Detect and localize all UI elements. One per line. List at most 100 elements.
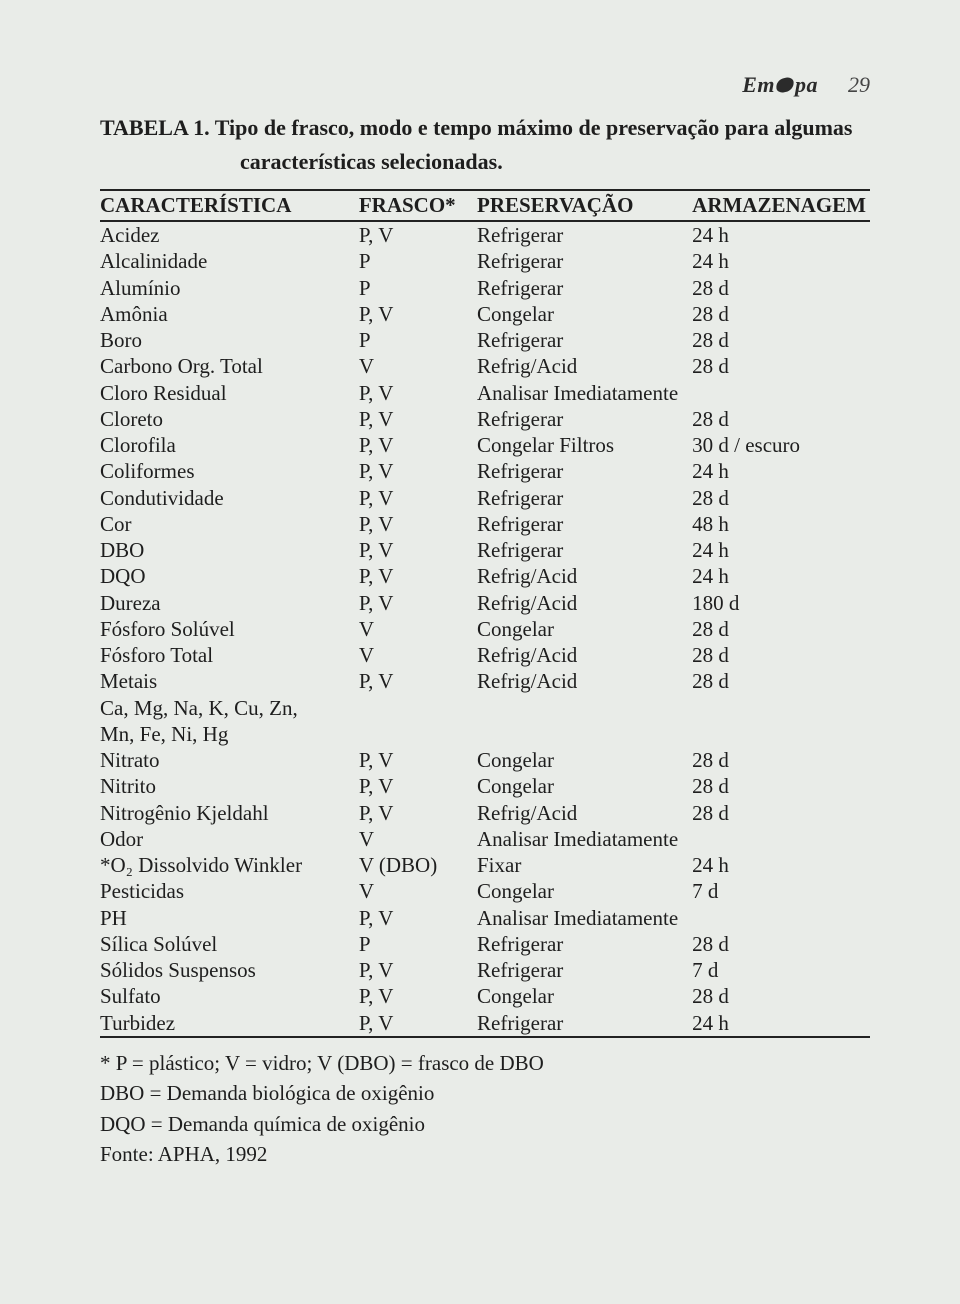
- table-cell: 30 d / escuro: [692, 432, 870, 458]
- table-cell: Refrigerar: [477, 275, 692, 301]
- table-cell: P, V: [359, 458, 477, 484]
- table-row: Ca, Mg, Na, K, Cu, Zn,: [100, 695, 870, 721]
- table-cell: Refrigerar: [477, 406, 692, 432]
- table-cell: [359, 695, 477, 721]
- brand-suffix: pa: [795, 72, 818, 98]
- table-cell: 7 d: [692, 957, 870, 983]
- table-cell: 28 d: [692, 747, 870, 773]
- table-cell: Refrig/Acid: [477, 563, 692, 589]
- table-cell: PH: [100, 905, 359, 931]
- footnote-legend: * P = plástico; V = vidro; V (DBO) = fra…: [100, 1048, 870, 1078]
- table-cell: 28 d: [692, 301, 870, 327]
- table-row: AmôniaP, VCongelar28 d: [100, 301, 870, 327]
- col-caracteristica: CARACTERÍSTICA: [100, 190, 359, 221]
- table-cell: Refrig/Acid: [477, 353, 692, 379]
- table-cell: Fósforo Solúvel: [100, 616, 359, 642]
- footnote-dqo: DQO = Demanda química de oxigênio: [100, 1109, 870, 1139]
- table-cell: Refrig/Acid: [477, 668, 692, 694]
- table-row: TurbidezP, VRefrigerar24 h: [100, 1010, 870, 1037]
- table-row: CondutividadeP, VRefrigerar28 d: [100, 485, 870, 511]
- table-cell: Cor: [100, 511, 359, 537]
- col-frasco: FRASCO*: [359, 190, 477, 221]
- table-cell: Cloreto: [100, 406, 359, 432]
- table-cell: Dureza: [100, 590, 359, 616]
- table-cell: Refrig/Acid: [477, 642, 692, 668]
- table-cell: P, V: [359, 221, 477, 248]
- table-row: NitratoP, VCongelar28 d: [100, 747, 870, 773]
- table-cell: Fósforo Total: [100, 642, 359, 668]
- table-cell: Carbono Org. Total: [100, 353, 359, 379]
- table-cell: 28 d: [692, 983, 870, 1009]
- table-cell: Refrigerar: [477, 327, 692, 353]
- table-row: Nitrogênio KjeldahlP, VRefrig/Acid28 d: [100, 800, 870, 826]
- table-cell: Nitrato: [100, 747, 359, 773]
- table-cell: Refrig/Acid: [477, 800, 692, 826]
- table-cell: Congelar: [477, 747, 692, 773]
- table-body: AcidezP, VRefrigerar24 hAlcalinidadePRef…: [100, 221, 870, 1037]
- table-cell: 28 d: [692, 931, 870, 957]
- table-cell: 28 d: [692, 353, 870, 379]
- table-cell: Congelar Filtros: [477, 432, 692, 458]
- col-preservacao: PRESERVAÇÃO: [477, 190, 692, 221]
- table-cell: Coliformes: [100, 458, 359, 484]
- table-cell: P: [359, 275, 477, 301]
- table-cell: P, V: [359, 301, 477, 327]
- page-number: 29: [848, 72, 870, 98]
- table-row: Mn, Fe, Ni, Hg: [100, 721, 870, 747]
- table-cell: 24 h: [692, 563, 870, 589]
- table-cell: Ca, Mg, Na, K, Cu, Zn,: [100, 695, 359, 721]
- table-cell: P, V: [359, 590, 477, 616]
- table-row: Cloro ResidualP, VAnalisar Imediatamente: [100, 380, 870, 406]
- table-cell: Refrigerar: [477, 537, 692, 563]
- table-cell: Congelar: [477, 983, 692, 1009]
- caption-line-1: TABELA 1. Tipo de frasco, modo e tempo m…: [100, 115, 870, 141]
- table-cell: 28 d: [692, 800, 870, 826]
- table-cell: P, V: [359, 432, 477, 458]
- footnote-dbo: DBO = Demanda biológica de oxigênio: [100, 1078, 870, 1108]
- table-cell: Metais: [100, 668, 359, 694]
- table-row: ColiformesP, VRefrigerar24 h: [100, 458, 870, 484]
- table-row: SulfatoP, VCongelar28 d: [100, 983, 870, 1009]
- table-cell: Refrigerar: [477, 511, 692, 537]
- table-row: OdorVAnalisar Imediatamente: [100, 826, 870, 852]
- table-cell: P, V: [359, 800, 477, 826]
- table-cell: 24 h: [692, 1010, 870, 1037]
- col-armazenagem: ARMAZENAGEM: [692, 190, 870, 221]
- table-cell: Amônia: [100, 301, 359, 327]
- table-cell: V: [359, 642, 477, 668]
- table-cell: DBO: [100, 537, 359, 563]
- preservation-table: CARACTERÍSTICA FRASCO* PRESERVAÇÃO ARMAZ…: [100, 189, 870, 1038]
- table-cell: Acidez: [100, 221, 359, 248]
- table-cell: 48 h: [692, 511, 870, 537]
- table-cell: Refrigerar: [477, 248, 692, 274]
- table-row: Fósforo SolúvelVCongelar28 d: [100, 616, 870, 642]
- table-cell: Analisar Imediatamente: [477, 380, 692, 406]
- table-cell: 24 h: [692, 221, 870, 248]
- footnotes: * P = plástico; V = vidro; V (DBO) = fra…: [100, 1048, 870, 1170]
- table-cell: Analisar Imediatamente: [477, 905, 692, 931]
- table-cell: 7 d: [692, 878, 870, 904]
- table-cell: P, V: [359, 537, 477, 563]
- table-caption: TABELA 1. Tipo de frasco, modo e tempo m…: [100, 115, 870, 175]
- table-cell: Fixar: [477, 852, 692, 878]
- table-cell: Sílica Solúvel: [100, 931, 359, 957]
- table-cell: Boro: [100, 327, 359, 353]
- table-cell: [477, 695, 692, 721]
- table-row: BoroPRefrigerar28 d: [100, 327, 870, 353]
- table-cell: Congelar: [477, 773, 692, 799]
- table-cell: P, V: [359, 380, 477, 406]
- page-header: Em pa 29: [742, 72, 870, 98]
- page: Em pa 29 TABELA 1. Tipo de frasco, modo …: [0, 0, 960, 1304]
- table-cell: 24 h: [692, 248, 870, 274]
- table-cell: Refrigerar: [477, 1010, 692, 1037]
- table-cell: DQO: [100, 563, 359, 589]
- table-cell: Analisar Imediatamente: [477, 826, 692, 852]
- table-cell: Cloro Residual: [100, 380, 359, 406]
- table-row: DBOP, VRefrigerar24 h: [100, 537, 870, 563]
- table-cell: 180 d: [692, 590, 870, 616]
- table-cell: P, V: [359, 485, 477, 511]
- table-row: Fósforo TotalVRefrig/Acid28 d: [100, 642, 870, 668]
- table-cell: Congelar: [477, 301, 692, 327]
- table-row: PesticidasVCongelar7 d: [100, 878, 870, 904]
- table-cell: P, V: [359, 957, 477, 983]
